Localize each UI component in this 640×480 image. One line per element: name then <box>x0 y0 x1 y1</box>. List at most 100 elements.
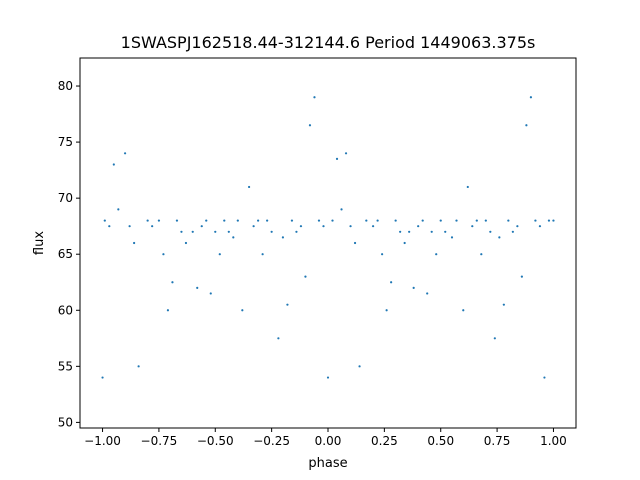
data-point <box>209 292 212 295</box>
data-point <box>493 337 496 340</box>
x-tick-label: −0.25 <box>253 434 290 448</box>
data-point <box>133 241 136 245</box>
data-point <box>484 219 487 222</box>
x-tick-label: −1.00 <box>84 434 121 448</box>
data-point <box>299 225 303 228</box>
data-point <box>112 163 115 166</box>
data-point <box>516 225 519 228</box>
data-point <box>365 219 368 222</box>
data-point <box>335 157 339 161</box>
data-point <box>507 219 510 222</box>
data-point <box>281 236 285 239</box>
data-point <box>180 230 183 233</box>
data-point <box>270 230 273 233</box>
data-point <box>108 225 111 228</box>
data-point <box>520 275 523 278</box>
data-point <box>455 219 458 222</box>
data-point <box>313 96 316 99</box>
data-point <box>525 124 528 127</box>
data-point <box>412 286 415 289</box>
data-point <box>394 219 397 222</box>
data-point <box>290 219 294 222</box>
data-point <box>214 230 217 233</box>
data-point <box>390 281 393 284</box>
data-point <box>462 309 465 312</box>
data-point <box>376 219 379 222</box>
data-point <box>529 96 533 99</box>
data-point <box>543 376 546 379</box>
data-point <box>241 309 244 312</box>
x-tick-label: 0.50 <box>427 434 454 448</box>
data-point <box>498 236 501 239</box>
y-tick-label: 55 <box>58 359 73 373</box>
data-point <box>430 230 433 233</box>
y-tick-label: 60 <box>58 303 73 317</box>
x-axis-ticks: −1.00 −0.75 −0.50 −0.25 0.00 0.25 0.50 0.75 1.00 <box>84 428 567 448</box>
x-tick-label: 1.00 <box>540 434 567 448</box>
data-point <box>146 219 149 222</box>
data-points-group <box>101 96 555 379</box>
data-point <box>439 219 442 222</box>
data-point <box>191 230 194 233</box>
data-point <box>358 365 361 368</box>
data-point <box>475 219 478 222</box>
data-point <box>466 185 469 189</box>
data-point <box>286 303 289 306</box>
data-point <box>385 309 388 312</box>
y-tick-label: 50 <box>58 415 73 429</box>
data-point <box>317 219 321 222</box>
data-point <box>381 253 384 256</box>
data-point <box>166 309 170 312</box>
data-point <box>175 219 179 222</box>
data-point <box>403 241 406 245</box>
data-point <box>227 230 230 233</box>
data-point <box>137 365 140 368</box>
data-point <box>326 376 330 379</box>
data-point <box>538 225 542 228</box>
data-point <box>489 230 492 233</box>
data-point <box>426 292 429 295</box>
data-point <box>344 152 348 155</box>
x-tick-label: 0.25 <box>371 434 398 448</box>
data-point <box>552 219 555 222</box>
data-point <box>261 253 264 256</box>
data-point <box>196 286 199 289</box>
y-axis-label: flux <box>32 231 47 255</box>
data-point <box>128 225 131 228</box>
data-point <box>162 253 165 256</box>
x-axis-label: phase <box>308 456 347 471</box>
data-point <box>101 376 104 379</box>
data-point <box>534 219 537 222</box>
data-point <box>547 219 551 222</box>
data-point <box>232 236 235 239</box>
data-point <box>322 225 325 228</box>
data-point <box>511 230 514 233</box>
data-point <box>421 219 424 222</box>
data-point <box>277 337 280 340</box>
data-point <box>304 275 307 278</box>
data-point <box>435 253 438 256</box>
data-point <box>157 219 161 222</box>
y-tick-label: 65 <box>58 247 73 261</box>
y-tick-label: 70 <box>58 191 73 205</box>
data-point <box>205 219 208 222</box>
data-point <box>266 219 269 222</box>
data-point <box>218 253 221 256</box>
y-tick-label: 75 <box>58 135 73 149</box>
data-point <box>117 208 120 211</box>
data-point <box>450 236 454 239</box>
data-point <box>200 225 203 228</box>
data-point <box>480 253 483 256</box>
data-point <box>371 225 375 228</box>
data-point <box>502 303 505 306</box>
data-point <box>353 241 357 245</box>
x-tick-label: 0.00 <box>315 434 342 448</box>
data-point <box>103 219 106 222</box>
data-point <box>247 185 251 189</box>
data-point <box>257 219 260 222</box>
data-point <box>444 230 447 233</box>
x-tick-label: −0.50 <box>197 434 234 448</box>
data-point <box>417 225 420 228</box>
